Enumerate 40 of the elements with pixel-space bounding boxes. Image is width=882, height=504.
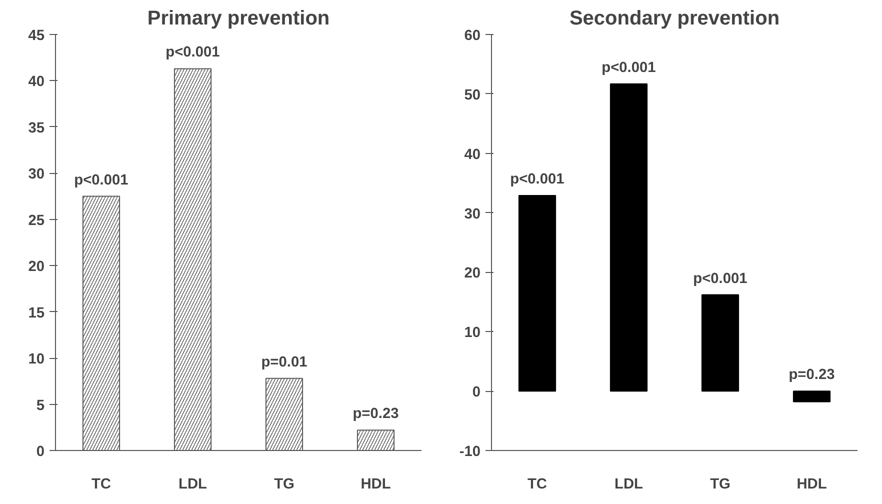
bar	[792, 390, 831, 402]
y-tick-label: 0	[472, 384, 481, 401]
y-tick-label: -10	[459, 444, 481, 460]
x-tick-label: TG	[710, 476, 730, 492]
x-tick-label: TC	[91, 476, 112, 492]
x-tick-label: HDL	[360, 476, 391, 492]
chart-title: Primary prevention	[147, 8, 330, 30]
y-tick-label: 0	[36, 444, 45, 460]
y-tick-label: 30	[28, 166, 45, 183]
annotation: p<0.001	[74, 172, 128, 188]
bar	[701, 294, 740, 392]
x-tick-label: TC	[527, 476, 548, 492]
y-tick-label: 40	[464, 146, 481, 163]
y-tick-label: 40	[28, 74, 45, 90]
y-tick-label: 50	[464, 87, 481, 104]
y-tick-label: 45	[28, 28, 45, 44]
x-tick-label: HDL	[796, 476, 827, 492]
y-tick-label: 10	[28, 352, 45, 368]
y-tick-label: 60	[464, 28, 481, 44]
x-tick-label: TG	[274, 476, 294, 492]
y-tick-label: 20	[464, 266, 481, 282]
annotation: p<0.001	[510, 172, 564, 188]
annotation: p=0.23	[788, 367, 835, 384]
annotation: p<0.001	[602, 60, 656, 76]
annotation: p=0.01	[261, 354, 308, 370]
y-tick-label: 20	[28, 259, 45, 276]
y-tick-label: 10	[464, 325, 481, 342]
y-tick-label: 15	[28, 305, 45, 322]
annotation: p=0.23	[352, 406, 399, 422]
y-tick-label: 5	[36, 398, 45, 414]
bar	[610, 83, 648, 392]
x-tick-label: LDL	[178, 476, 208, 492]
y-tick-label: 25	[28, 212, 45, 229]
x-tick-label: LDL	[614, 476, 644, 492]
bar	[518, 195, 556, 392]
annotation: p<0.001	[166, 44, 220, 61]
annotation: p<0.001	[693, 270, 748, 287]
y-tick-label: 35	[28, 120, 45, 136]
y-tick-label: 30	[464, 206, 481, 222]
chart-title: Secondary prevention	[569, 8, 780, 30]
